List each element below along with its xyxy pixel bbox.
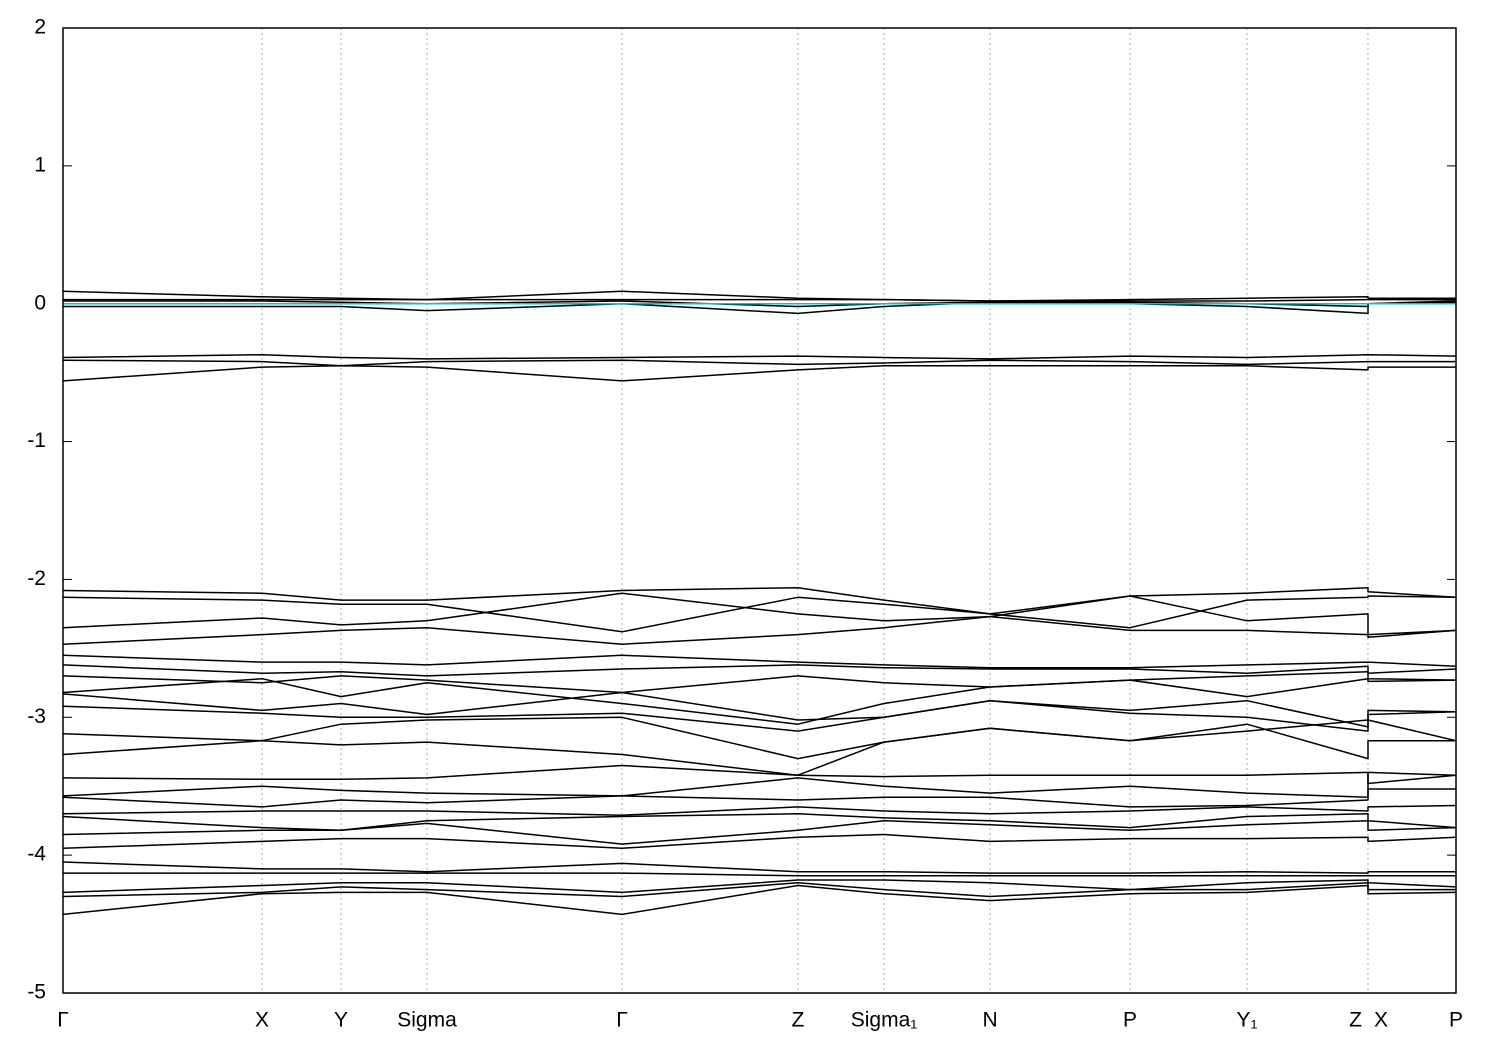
x-tick-label: Γ bbox=[616, 1009, 628, 1032]
band-line bbox=[62, 671, 1457, 694]
x-tick-label: Y₁ bbox=[1237, 1009, 1258, 1032]
band-line bbox=[62, 586, 1457, 615]
x-tick-label: X bbox=[255, 1009, 269, 1032]
band-line bbox=[62, 804, 1457, 816]
y-tick-label: -4 bbox=[27, 843, 46, 866]
band-line bbox=[62, 788, 1456, 808]
x-tick-label: Sigma₁ bbox=[851, 1009, 918, 1032]
y-tick-label: -3 bbox=[27, 705, 46, 728]
y-tick-label: -5 bbox=[27, 981, 46, 1004]
band-line bbox=[62, 884, 1457, 916]
x-tick-label: Z bbox=[792, 1009, 805, 1032]
band-line bbox=[62, 654, 1457, 669]
y-tick-label: 2 bbox=[34, 16, 46, 39]
band-line bbox=[62, 833, 1457, 850]
plot-frame bbox=[62, 27, 1457, 994]
band-line bbox=[63, 872, 1456, 877]
x-tick-label: P bbox=[1123, 1009, 1137, 1032]
x-tick-label: N bbox=[982, 1009, 997, 1032]
band-line bbox=[62, 699, 1457, 732]
y-tick-label: 1 bbox=[34, 153, 46, 176]
band-line bbox=[63, 301, 1457, 315]
y-tick-label: 0 bbox=[34, 291, 46, 314]
band-line bbox=[62, 615, 1457, 645]
band-line bbox=[62, 359, 1456, 367]
band-line bbox=[62, 819, 1457, 845]
x-tick-label: Sigma bbox=[397, 1009, 457, 1032]
x-tick-label: P bbox=[1449, 1009, 1463, 1032]
band-line bbox=[62, 719, 1457, 776]
y-tick-label: -1 bbox=[27, 429, 46, 452]
y-tick-label: -2 bbox=[27, 567, 46, 590]
x-tick-label: Γ bbox=[57, 1009, 69, 1032]
band-line bbox=[62, 677, 1457, 725]
band-line bbox=[62, 881, 1456, 898]
band-line bbox=[62, 353, 1457, 360]
band-line bbox=[62, 595, 1457, 633]
band-line bbox=[62, 592, 1457, 636]
x-tick-label: X bbox=[1374, 1009, 1388, 1032]
band-line bbox=[63, 298, 1456, 302]
band-line bbox=[62, 879, 1457, 894]
band-line bbox=[62, 664, 1457, 677]
band-line bbox=[62, 861, 1456, 874]
band-line bbox=[62, 365, 1456, 382]
x-tick-label: Y bbox=[334, 1009, 348, 1032]
x-tick-label: Z bbox=[1349, 1009, 1362, 1032]
